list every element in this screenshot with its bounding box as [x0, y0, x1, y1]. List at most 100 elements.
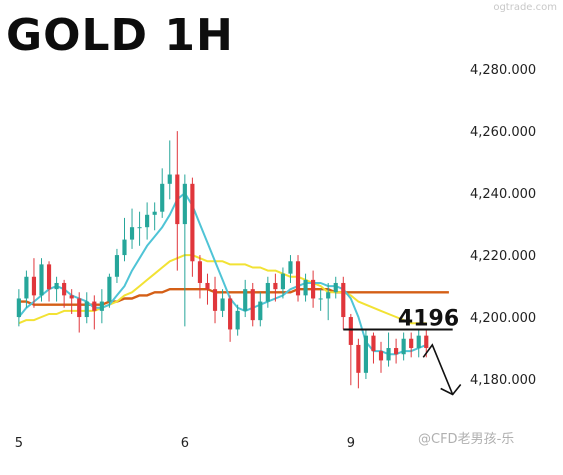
candle-body [99, 301, 104, 311]
candle [69, 289, 74, 314]
corner-watermark: ogtrade.com [493, 2, 557, 13]
candle-body [197, 261, 203, 283]
candle-body [280, 273, 286, 290]
candle-body [129, 227, 135, 240]
candle-body [318, 298, 323, 300]
arrow-head [440, 384, 462, 396]
candle [243, 279, 248, 318]
candle [39, 258, 44, 302]
candle-body [54, 282, 59, 290]
candle-body [92, 301, 97, 311]
bottom-watermark: @CFD老男孩-乐 [418, 432, 515, 447]
candle-body [243, 289, 248, 311]
candle-body [167, 174, 172, 184]
candle-body [401, 338, 406, 355]
y-axis-labels: 4,280.000 4,260.000 4,240.000 4,220.000 4,20… [470, 63, 536, 388]
chart-title: GOLD 1H [6, 10, 234, 61]
x-tick-label: 6 [181, 436, 189, 451]
candle [228, 295, 233, 342]
candle [416, 329, 421, 358]
level-label: 4196 [398, 306, 459, 331]
candle-body [303, 279, 308, 296]
candle [273, 273, 278, 302]
candle-body [265, 282, 270, 302]
candle [295, 255, 301, 302]
x-axis-labels: 5 6 9 [15, 436, 355, 451]
candle [409, 332, 414, 358]
y-tick-label: 4,260.000 [470, 125, 536, 140]
candle [92, 295, 97, 330]
candle [348, 313, 353, 386]
candle-body [114, 255, 120, 277]
candle-body [122, 239, 127, 256]
candle-body [31, 276, 37, 296]
candle [220, 289, 225, 318]
candle [197, 255, 203, 299]
candle-body [62, 282, 67, 296]
candle-body [84, 301, 89, 318]
y-tick-label: 4,280.000 [470, 63, 536, 78]
candle [212, 276, 218, 324]
arrow-shaft [422, 343, 454, 395]
candle-body [190, 183, 195, 262]
candle [401, 332, 406, 361]
candle-body [182, 183, 187, 225]
candle-body [333, 282, 338, 293]
candle [182, 174, 187, 327]
candle-body [258, 301, 263, 321]
candle [16, 289, 21, 327]
candle-body [39, 264, 44, 296]
candle-body [416, 335, 421, 349]
candle-body [228, 298, 233, 330]
candle [160, 168, 165, 218]
candle [145, 202, 150, 240]
candle-body [409, 338, 414, 349]
candle [303, 273, 308, 302]
candle [84, 292, 89, 324]
candle [137, 211, 142, 246]
candle-body [160, 183, 165, 212]
candle-body [24, 276, 29, 299]
y-tick-label: 4,200.000 [470, 311, 536, 326]
y-tick-label: 4,220.000 [470, 249, 536, 264]
candle [394, 338, 399, 364]
candle [190, 177, 195, 277]
candle-body [394, 348, 399, 355]
candle [31, 258, 37, 308]
candle-body [205, 282, 210, 290]
candle [311, 270, 316, 308]
candle [129, 208, 135, 249]
candle-body [16, 298, 21, 318]
candle [205, 273, 210, 305]
candles-layer [16, 131, 429, 389]
candle [99, 289, 104, 324]
candle [250, 282, 255, 327]
candle-body [341, 282, 346, 318]
candle-body [424, 335, 429, 349]
candle-body [152, 211, 157, 215]
candle-body [295, 261, 301, 296]
candle-body [77, 298, 82, 318]
candle [356, 338, 361, 389]
candle [318, 289, 323, 311]
candle [280, 267, 286, 299]
candle [122, 217, 127, 262]
candle-body [46, 264, 52, 290]
candle-body [220, 298, 225, 311]
candle-body [69, 295, 74, 299]
candle-body [356, 344, 361, 373]
candle [46, 261, 52, 302]
x-tick-label: 5 [15, 436, 23, 451]
candle [378, 341, 384, 373]
candle-body [326, 292, 331, 299]
y-tick-label: 4,240.000 [470, 187, 536, 202]
y-tick-label: 4,180.000 [470, 373, 536, 388]
candle-body [212, 289, 218, 311]
candle-body [378, 351, 384, 361]
candle [167, 140, 172, 200]
candle-body [250, 289, 255, 321]
candle [341, 276, 346, 330]
candle-body [145, 214, 150, 228]
